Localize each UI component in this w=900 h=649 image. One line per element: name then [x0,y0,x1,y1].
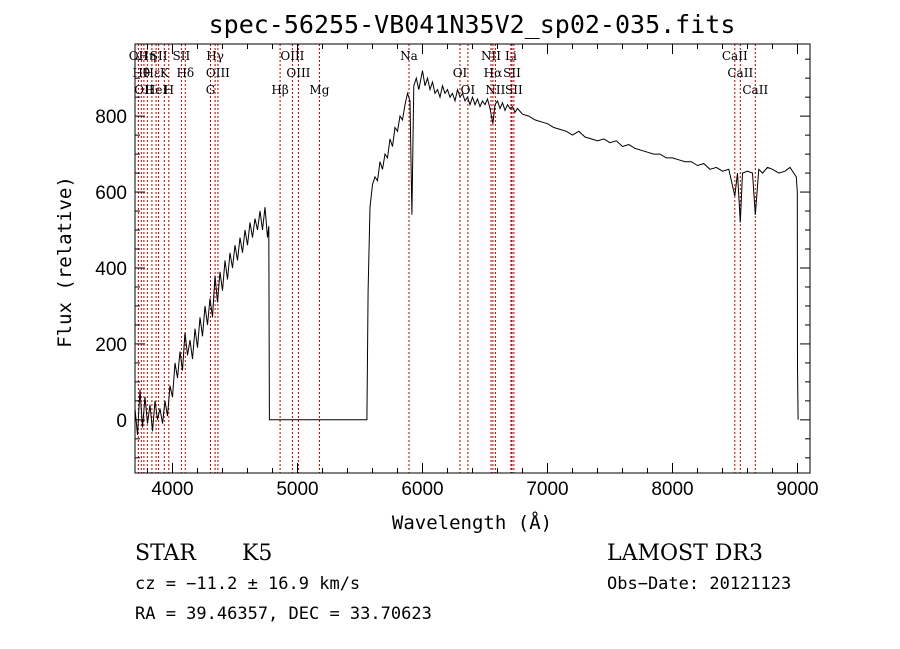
line-marker-label-15: OIII [280,49,304,63]
line-markers [137,44,756,473]
spectrum-series-line [134,70,799,436]
line-marker-label-6: SII [150,49,168,63]
axis-tick-labels: 4000 5000 6000 7000 8000 9000 0 200 400 600 800 [95,107,818,500]
y-tick-label-1: 200 [95,335,127,356]
line-marker-label-27: CaII [722,49,748,63]
line-marker-label-24: Li [505,49,517,63]
line-marker-label-2: OII [134,83,154,97]
x-tick-label-2: 6000 [401,479,443,500]
x-tick-label-4: 8000 [651,479,693,500]
line-marker-label-3: Hη [138,49,156,63]
line-marker-label-19: OI [453,66,468,80]
coordinates-readout: RA = 39.46357, DEC = 33.70623 [135,604,432,624]
object-subclass: K5 [242,541,272,566]
line-marker-label-8: H [164,83,174,97]
line-marker-label-28: CaII [727,66,753,80]
redshift-readout: cz = −11.2 ± 16.9 km/s [135,574,360,594]
x-tick-label-5: 9000 [776,479,818,500]
y-tick-label-0: 0 [116,411,127,432]
line-marker-label-10: Hδ [176,66,194,80]
line-marker-label-14: Hβ [271,83,288,97]
chart-title: spec-56255-VB041N35V2_sp02-035.fits [209,10,736,39]
y-tick-label-4: 800 [95,107,127,128]
line-marker-label-20: OI [461,83,476,97]
x-tick-label-3: 7000 [526,479,568,500]
line-marker-label-22: Hα [484,66,503,80]
line-marker-label-0: OII [129,49,149,63]
line-marker-label-9: SII [173,49,191,63]
line-marker-label-16: OIII [286,66,310,80]
line-marker-label-13: OIII [206,66,230,80]
line-marker-label-4: Hε [144,66,161,80]
observation-date: Obs−Date: 20121123 [607,574,791,594]
x-tick-label-1: 5000 [276,479,318,500]
axis-ticks [135,44,810,473]
line-marker-label-5: HeI [145,83,168,97]
line-marker-label-11: G [206,83,216,97]
line-marker-label-1: Hθ [132,66,150,80]
y-axis-label: Flux (relative) [54,176,76,348]
line-marker-label-21: NII [481,49,501,63]
line-marker-label-23: NII [485,83,505,97]
line-marker-label-12: Hγ [206,49,224,63]
y-tick-label-3: 600 [95,183,127,204]
line-marker-label-18: Na [400,49,418,63]
line-marker-labels: OIIHθOIIHηHεHeISIIKHSIIHδGHγOIIIHβOIIIOI… [129,49,769,97]
line-marker-label-17: Mg [309,83,329,97]
survey-name: LAMOST DR3 [607,541,763,566]
line-marker-label-26: SII [505,83,523,97]
line-marker-label-25: SII [503,66,521,80]
y-tick-label-2: 400 [95,259,127,280]
plot-frame [134,43,811,474]
line-marker-label-7: K [160,66,170,80]
line-marker-label-29: CaII [742,83,768,97]
object-class: STAR [135,541,197,566]
x-axis-label: Wavelength (Å) [392,511,552,534]
x-tick-label-0: 4000 [151,479,193,500]
